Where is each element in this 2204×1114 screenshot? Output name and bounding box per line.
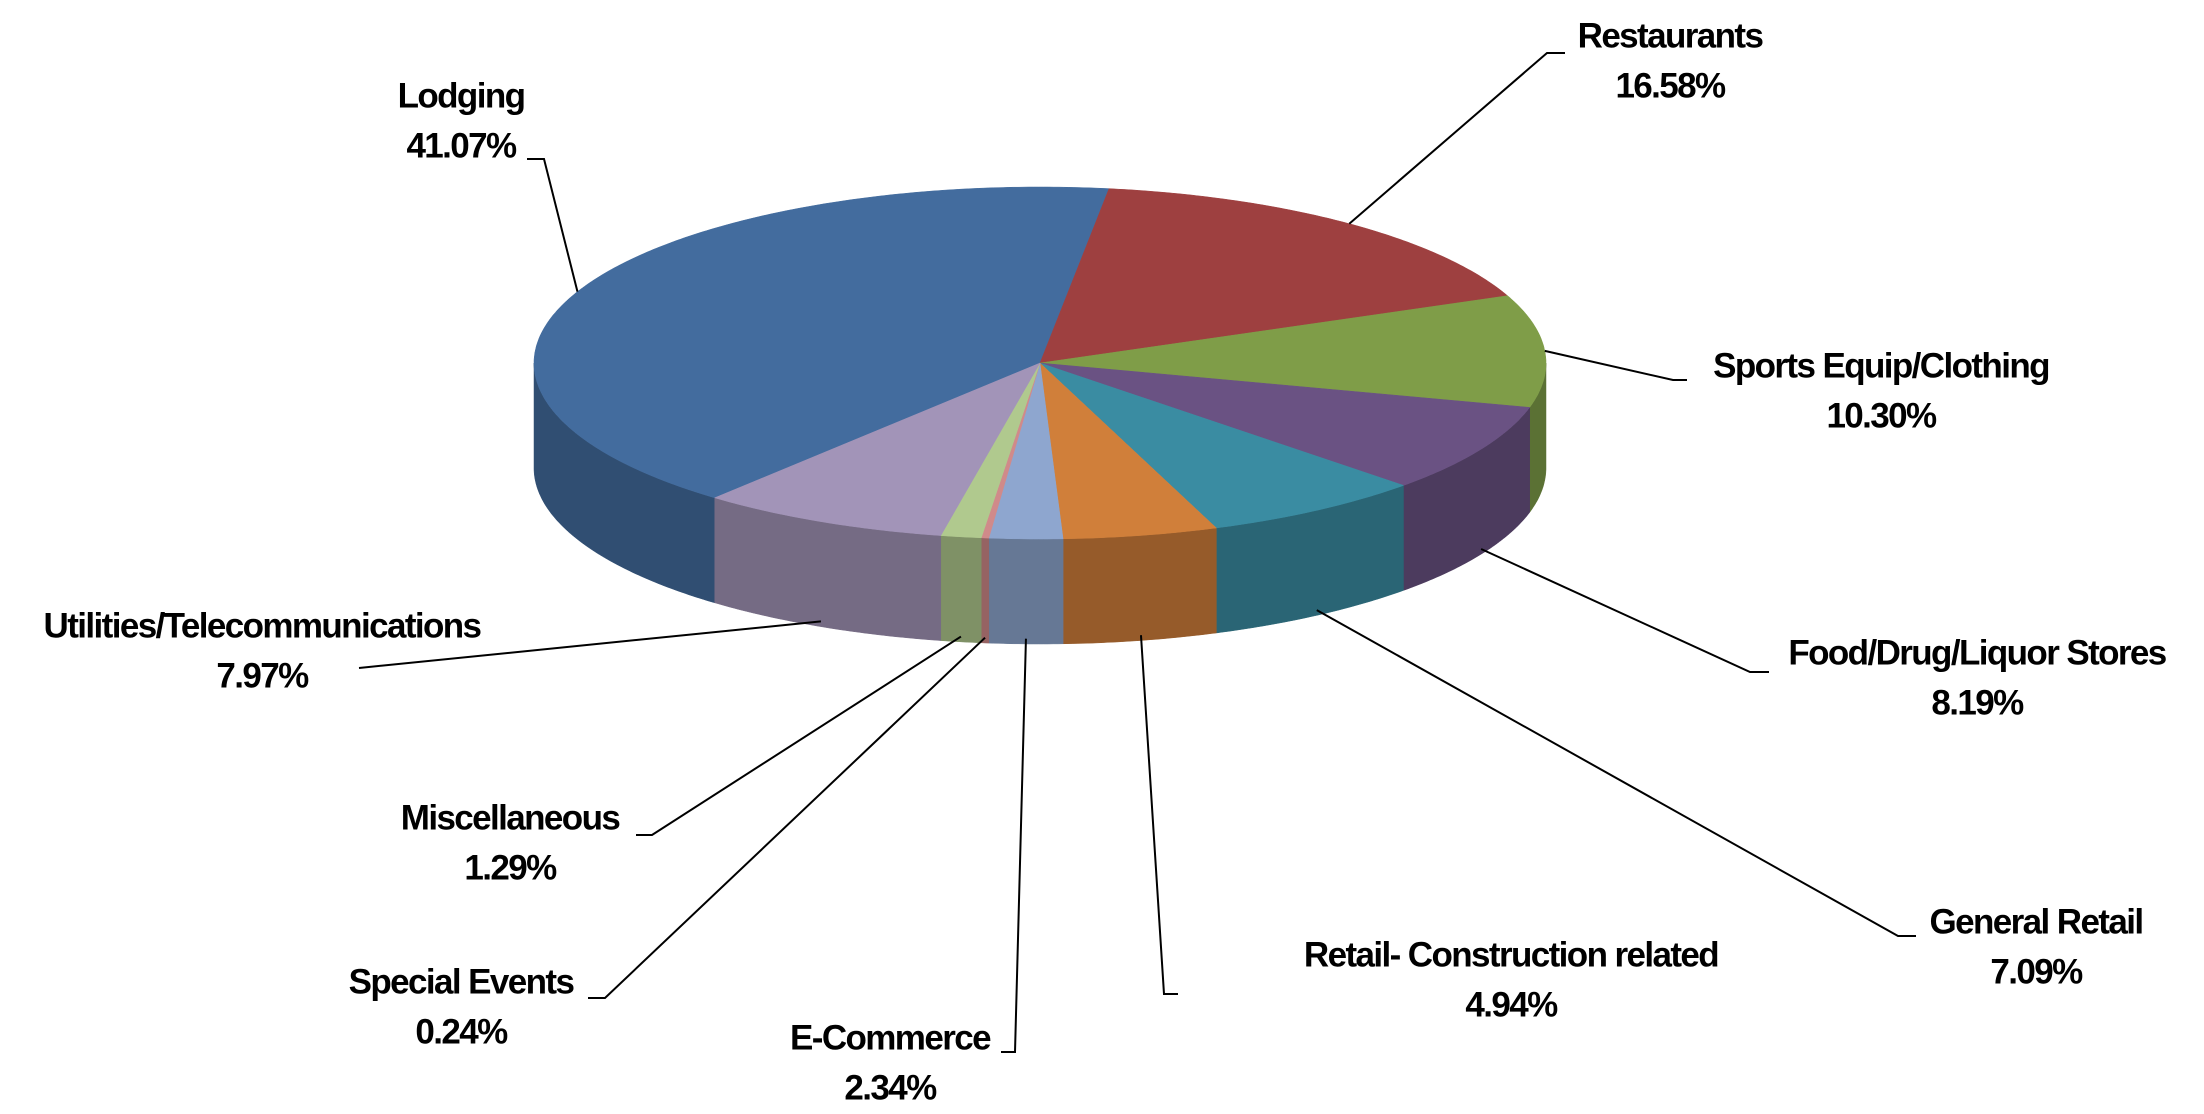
leader-line xyxy=(358,620,822,669)
leader-line xyxy=(1544,349,1687,381)
slice-label: Food/Drug/Liquor Stores xyxy=(1788,633,2166,672)
slice-value-label: 0.24% xyxy=(415,1012,508,1051)
slice-label: Lodging xyxy=(398,76,525,115)
leader-line xyxy=(1316,609,1916,937)
slice-value-label: 2.34% xyxy=(844,1068,937,1107)
slice-value-label: 16.58% xyxy=(1615,66,1726,105)
slice-side xyxy=(981,537,990,644)
slice xyxy=(940,362,1041,539)
slice-side xyxy=(1062,527,1217,645)
slice xyxy=(1039,362,1405,529)
leader-line xyxy=(527,158,579,292)
slice-value-label: 7.97% xyxy=(216,656,309,695)
leader-line xyxy=(1348,52,1565,225)
slice-side xyxy=(988,537,1064,645)
leader-line xyxy=(636,635,962,836)
slice-label: General Retail xyxy=(1930,902,2143,941)
slice-value-label: 8.19% xyxy=(1931,683,2024,722)
slice xyxy=(1039,362,1531,486)
slice xyxy=(988,362,1064,540)
slice-value-label: 41.07% xyxy=(406,126,517,165)
slice-value-label: 7.09% xyxy=(1990,952,2083,991)
slice-value-label: 1.29% xyxy=(464,848,557,887)
slice-value-label: 10.30% xyxy=(1826,396,1937,435)
slice-side xyxy=(940,535,982,644)
slice xyxy=(713,362,1041,536)
slice-label: Restaurants xyxy=(1578,16,1764,55)
slice xyxy=(1039,362,1217,540)
slice-label: Miscellaneous xyxy=(401,798,621,837)
slice-value-label: 4.94% xyxy=(1465,985,1558,1024)
leader-line xyxy=(1139,635,1178,995)
leader-line xyxy=(588,636,986,999)
slice-label: Sports Equip/Clothing xyxy=(1713,346,2049,385)
slice-label: Utilities/Telecommunications xyxy=(44,606,482,645)
slice-label: Retail- Construction related xyxy=(1304,935,1718,974)
slice xyxy=(1039,295,1547,408)
slice-label: Special Events xyxy=(349,962,575,1001)
slice-label: E-Commerce xyxy=(790,1018,991,1057)
leader-line xyxy=(1480,548,1769,673)
leader-line xyxy=(1001,638,1027,1053)
